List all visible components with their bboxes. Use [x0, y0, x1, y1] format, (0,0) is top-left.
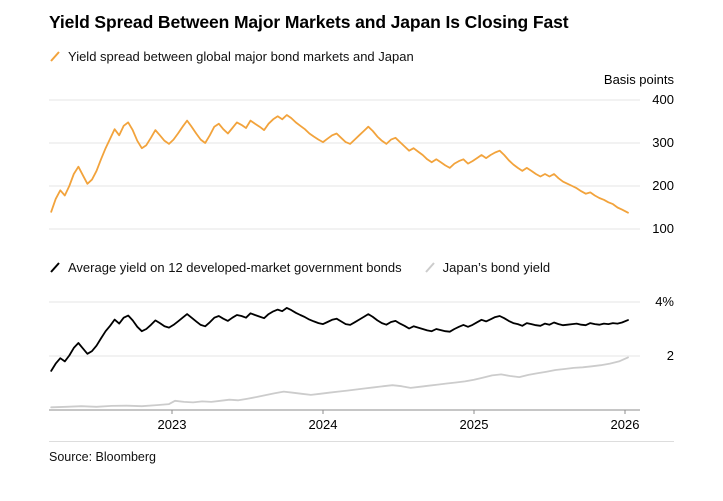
spread-series-key-icon: [50, 51, 60, 62]
x-tick-label-2026: 2026: [610, 417, 640, 432]
y-tick-label-2: 2: [666, 348, 674, 363]
x-tick-label-2025: 2025: [459, 417, 489, 432]
legend-label-spread: Yield spread between global major bond m…: [68, 49, 414, 64]
y-tick-label-400: 400: [652, 92, 674, 107]
japan-series-key-icon: [424, 262, 435, 273]
y-axis-unit-label: Basis points: [603, 72, 674, 87]
japan-series-line: [50, 356, 629, 409]
y-tick-label-300: 300: [652, 135, 674, 150]
legend-bottom: Average yield on 12 developed-market gov…: [49, 260, 550, 275]
developed-series-line: [50, 306, 629, 372]
legend-label-japan: Japan’s bond yield: [442, 260, 551, 275]
y-tick-label-4pct: 4%: [655, 294, 674, 309]
footer-divider: [49, 441, 674, 442]
source-credit: Source: Bloomberg: [49, 450, 157, 464]
x-tick-label-2023: 2023: [157, 417, 187, 432]
page-title: Yield Spread Between Major Markets and J…: [49, 12, 569, 32]
y-tick-label-200: 200: [652, 178, 674, 193]
developed-series-key-icon: [50, 262, 60, 273]
legend-label-developed: Average yield on 12 developed-market gov…: [68, 260, 402, 275]
x-tick-label-2024: 2024: [308, 417, 338, 432]
legend-item-spread: Yield spread between global major bond m…: [49, 49, 414, 64]
legend-item-developed: Average yield on 12 developed-market gov…: [49, 260, 402, 275]
y-tick-label-100: 100: [652, 221, 674, 236]
legend-top: Yield spread between global major bond m…: [49, 49, 414, 64]
legend-item-japan: Japan’s bond yield: [424, 260, 550, 275]
spread-series-line: [50, 114, 629, 214]
